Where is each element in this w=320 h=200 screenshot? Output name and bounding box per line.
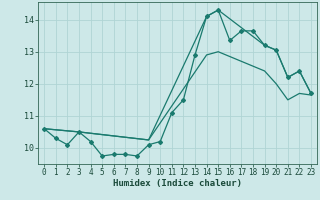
X-axis label: Humidex (Indice chaleur): Humidex (Indice chaleur) bbox=[113, 179, 242, 188]
